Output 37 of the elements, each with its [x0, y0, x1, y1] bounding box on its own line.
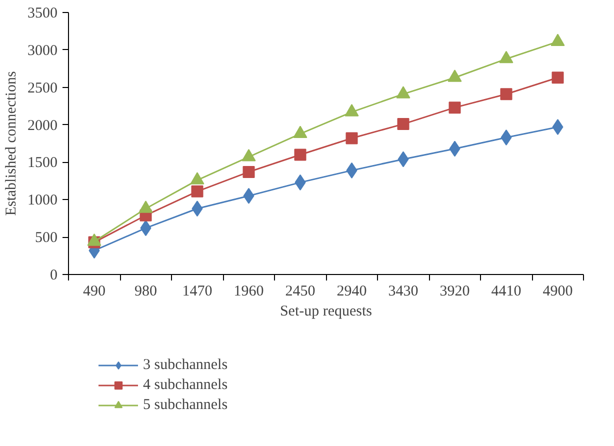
point	[242, 166, 255, 178]
point	[397, 118, 410, 130]
x-tick-label: 1960	[234, 284, 264, 300]
point	[294, 148, 306, 161]
x-tick-label: 4410	[491, 284, 522, 300]
y-tick-label: 1000	[28, 192, 58, 209]
point	[550, 34, 565, 46]
x-tick-label: 2940	[336, 284, 367, 300]
y-tick-label: 500	[35, 230, 58, 246]
x-axis-title: Set-up requests	[280, 304, 372, 320]
y-tick-label: 2000	[28, 118, 58, 134]
x-tick-label: 3920	[440, 284, 470, 300]
point	[552, 72, 564, 84]
y-tick-label: 1500	[28, 155, 58, 172]
point	[346, 132, 358, 144]
x-tick-label: 980	[134, 284, 157, 300]
x-tick-label: 4900	[542, 284, 573, 300]
point	[191, 185, 204, 198]
x-tick-label: 490	[83, 284, 106, 300]
x-tick-label: 2450	[285, 284, 316, 300]
legend-label: 5 subchannels	[143, 396, 228, 414]
y-axis-title: Established connections	[4, 71, 20, 216]
x-tick-label: 1470	[182, 284, 212, 300]
point	[293, 126, 308, 138]
y-tick-label: 0	[50, 268, 58, 284]
legend-label: 4 subchannels	[143, 376, 228, 394]
y-tick-label: 2500	[28, 80, 58, 96]
point	[448, 102, 461, 114]
y-tick-label: 3500	[28, 6, 58, 22]
point	[500, 88, 512, 100]
point	[396, 86, 410, 98]
x-tick-label: 3430	[388, 284, 418, 300]
point	[499, 50, 514, 64]
legend-label: 3 subchannels	[143, 356, 228, 374]
point	[448, 70, 462, 82]
y-tick-label: 3000	[28, 42, 58, 59]
point	[344, 104, 359, 116]
